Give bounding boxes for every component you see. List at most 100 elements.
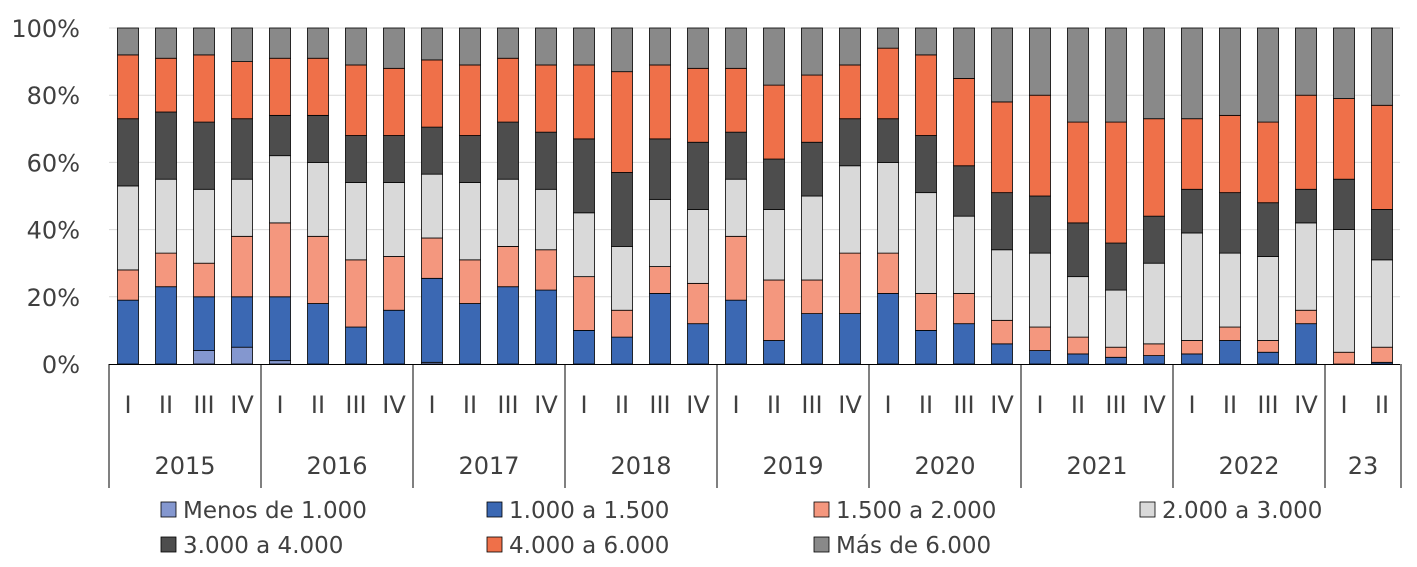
bar-segment-m-s-de-6-000-2021-IV — [1143, 27, 1165, 120]
bar-segment-m-s-de-6-000-23-I — [1333, 27, 1355, 99]
bar-segment-4-000-a-6-000-2020-IV — [991, 101, 1013, 194]
bar-segment-4-000-a-6-000-2018-I — [573, 64, 595, 140]
bar-segment-menos-de-1-000-2015-IV — [231, 346, 253, 365]
bar-segment-1-000-a-1-500-2021-I — [1029, 350, 1051, 365]
bar-segment-1-000-a-1-500-2018-IV — [687, 323, 709, 365]
bar-segment-3-000-a-4-000-2022-II — [1219, 192, 1241, 254]
bar-segment-2-000-a-3-000-2018-I — [573, 212, 595, 278]
bar-segment-3-000-a-4-000-23-II — [1371, 209, 1393, 261]
bar-segment-1-000-a-1-500-2015-I — [117, 299, 139, 365]
bar-segment-m-s-de-6-000-2017-II — [459, 27, 481, 66]
bar-segment-1-500-a-2-000-2021-III — [1105, 346, 1127, 358]
bar-segment-1-500-a-2-000-2019-III — [801, 279, 823, 314]
bar-segment-4-000-a-6-000-2015-IV — [231, 61, 253, 120]
x-quarter-label: III — [953, 391, 974, 419]
bar-segment-4-000-a-6-000-23-I — [1333, 98, 1355, 180]
x-year-label: 2018 — [610, 452, 671, 480]
x-quarter-label: IV — [1294, 391, 1318, 419]
bar-segment-m-s-de-6-000-2021-III — [1105, 27, 1127, 123]
bar-segment-4-000-a-6-000-2022-III — [1257, 121, 1279, 204]
bar-segment-4-000-a-6-000-2017-II — [459, 64, 481, 136]
bar-segment-1-500-a-2-000-2019-II — [763, 279, 785, 341]
bar-segment-1-500-a-2-000-23-II — [1371, 346, 1393, 363]
x-quarter-label: IV — [230, 391, 254, 419]
bar-segment-4-000-a-6-000-2017-III — [497, 57, 519, 123]
bar-segment-1-500-a-2-000-2015-I — [117, 269, 139, 301]
bar-segment-3-000-a-4-000-2019-III — [801, 141, 823, 197]
x-quarter-label: III — [1257, 391, 1278, 419]
bar-segment-1-000-a-1-500-2022-I — [1181, 353, 1203, 365]
bar-segment-3-000-a-4-000-2015-III — [193, 121, 215, 190]
bar-segment-m-s-de-6-000-2017-IV — [535, 27, 557, 66]
bar-segment-1-500-a-2-000-2016-I — [269, 222, 291, 298]
bar-segment-1-000-a-1-500-2017-III — [497, 286, 519, 365]
bar-segment-1-500-a-2-000-2015-II — [155, 252, 177, 288]
x-year-label: 2016 — [306, 452, 367, 480]
bar-segment-4-000-a-6-000-2015-III — [193, 54, 215, 123]
bar-segment-3-000-a-4-000-2015-II — [155, 111, 177, 180]
legend-label: 1.000 a 1.500 — [509, 498, 669, 524]
bar-segment-m-s-de-6-000-2020-IV — [991, 27, 1013, 103]
x-quarter-label: II — [1375, 391, 1389, 419]
bars — [117, 27, 1393, 365]
bar-segment-1-500-a-2-000-2017-II — [459, 259, 481, 304]
bar-segment-2-000-a-3-000-23-II — [1371, 259, 1393, 348]
x-quarter-label: IV — [838, 391, 862, 419]
bar-segment-4-000-a-6-000-2022-II — [1219, 114, 1241, 194]
bar-segment-1-500-a-2-000-2018-II — [611, 309, 633, 338]
bar-segment-2-000-a-3-000-2016-II — [307, 161, 329, 237]
bar-segment-1-500-a-2-000-2019-IV — [839, 252, 861, 314]
x-quarter-label: I — [1036, 391, 1043, 419]
bar-segment-menos-de-1-000-2016-I — [269, 360, 291, 365]
x-quarter-label: II — [919, 391, 933, 419]
bar-segment-2-000-a-3-000-2016-I — [269, 155, 291, 224]
bar-segment-4-000-a-6-000-2022-IV — [1295, 94, 1317, 190]
bar-segment-4-000-a-6-000-23-II — [1371, 104, 1393, 210]
x-year-label: 23 — [1348, 452, 1379, 480]
x-quarter-label: IV — [990, 391, 1014, 419]
bar-segment-1-000-a-1-500-2018-I — [573, 329, 595, 365]
bar-segment-1-000-a-1-500-2015-IV — [231, 296, 253, 348]
bar-segment-1-500-a-2-000-2020-II — [915, 293, 937, 331]
bar-segment-3-000-a-4-000-2017-II — [459, 135, 481, 183]
x-quarter-label: I — [732, 391, 739, 419]
x-quarter-label: IV — [534, 391, 558, 419]
bar-segment-1-500-a-2-000-2020-IV — [991, 319, 1013, 345]
bar-segment-2-000-a-3-000-2022-I — [1181, 232, 1203, 341]
bar-segment-3-000-a-4-000-2019-IV — [839, 118, 861, 167]
bar-segment-4-000-a-6-000-2019-I — [725, 67, 747, 133]
bar-segment-m-s-de-6-000-2017-III — [497, 27, 519, 59]
bar-segment-3-000-a-4-000-23-I — [1333, 178, 1355, 230]
bar-segment-2-000-a-3-000-2018-III — [649, 198, 671, 267]
bar-segment-3-000-a-4-000-2020-I — [877, 118, 899, 163]
x-quarter-label: I — [884, 391, 891, 419]
bar-segment-1-000-a-1-500-2022-II — [1219, 340, 1241, 365]
bar-segment-2-000-a-3-000-2019-III — [801, 195, 823, 281]
bar-segment-3-000-a-4-000-2022-III — [1257, 202, 1279, 257]
x-quarter-label: II — [615, 391, 629, 419]
legend-label: 2.000 a 3.000 — [1162, 498, 1322, 524]
x-quarter-label: II — [463, 391, 477, 419]
bar-segment-4-000-a-6-000-2020-I — [877, 47, 899, 120]
bar-segment-1-500-a-2-000-23-I — [1333, 351, 1355, 365]
legend-label: 3.000 a 4.000 — [183, 533, 343, 559]
bar-segment-2-000-a-3-000-2020-I — [877, 161, 899, 254]
bar-segment-2-000-a-3-000-2022-III — [1257, 256, 1279, 341]
bar-segment-2-000-a-3-000-2017-III — [497, 178, 519, 247]
x-quarter-label: III — [801, 391, 822, 419]
legend-swatch — [813, 536, 830, 553]
legend: Menos de 1.000 1.000 a 1.500 1.500 a 2.000… — [160, 498, 1322, 559]
x-quarter-label: I — [1340, 391, 1347, 419]
bar-segment-1-500-a-2-000-2015-III — [193, 262, 215, 298]
bar-segment-3-000-a-4-000-2022-I — [1181, 188, 1203, 234]
bar-segment-1-000-a-1-500-2016-II — [307, 303, 329, 365]
bar-segment-3-000-a-4-000-2018-III — [649, 138, 671, 200]
bar-segment-m-s-de-6-000-2016-IV — [383, 27, 405, 69]
legend-swatch — [160, 536, 177, 553]
bar-segment-1-000-a-1-500-2019-I — [725, 299, 747, 365]
bar-segment-4-000-a-6-000-2018-II — [611, 71, 633, 173]
bar-segment-4-000-a-6-000-2019-IV — [839, 64, 861, 120]
bar-segment-4-000-a-6-000-2021-II — [1067, 121, 1089, 224]
x-year-label: 2021 — [1066, 452, 1127, 480]
